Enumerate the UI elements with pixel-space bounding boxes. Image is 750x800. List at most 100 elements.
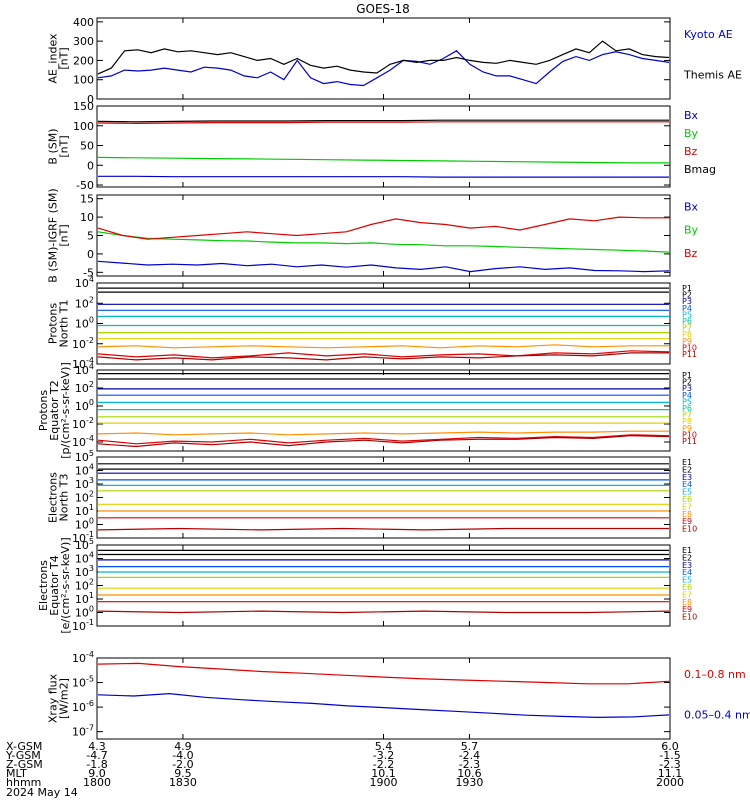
x-tick-value: 1800 bbox=[83, 776, 111, 789]
y-tick-label: 10-1 bbox=[72, 530, 94, 545]
series-line-p10 bbox=[97, 350, 670, 359]
x-tick-value: 1930 bbox=[455, 776, 483, 789]
y-tick-label: -50 bbox=[76, 179, 94, 192]
legend-label: E8 bbox=[682, 598, 692, 607]
series-line-by bbox=[97, 231, 670, 253]
y-axis-label: AE_index bbox=[47, 33, 60, 84]
legend-label: 0.05–0.4 nm bbox=[684, 709, 750, 722]
x-tick-value: 9.0 bbox=[88, 767, 106, 780]
x-tick-value: 2000 bbox=[656, 776, 684, 789]
legend-label: P9 bbox=[682, 424, 692, 433]
y-axis-label: [p/(cm²-s-sr-keV)] bbox=[59, 362, 72, 459]
x-tick-value: 10.6 bbox=[457, 767, 482, 780]
series-line-bz bbox=[97, 216, 669, 240]
panel-8: 10-7 10-6 10-5 10-4 Xray flux[W/m2] 0.1–0.8 n… bbox=[47, 650, 750, 740]
legend-label: Themis AE bbox=[683, 69, 742, 82]
y-tick-label: 10-4 bbox=[72, 434, 94, 449]
y-tick-label: 101 bbox=[75, 591, 94, 606]
legend-label: Bmag bbox=[684, 163, 716, 176]
x-row-label: Y-GSM bbox=[5, 749, 41, 762]
panel-frame bbox=[96, 544, 671, 627]
y-tick-label: 100 bbox=[73, 120, 94, 133]
x-tick-value: -3.2 bbox=[373, 749, 394, 762]
y-axis-label: [e/(cm²-s-sr-keV)] bbox=[59, 537, 72, 633]
legend-label: Bx bbox=[684, 109, 699, 122]
series-line-bz bbox=[97, 121, 669, 125]
y-tick-label: 200 bbox=[73, 54, 94, 67]
y-tick-label: 102 bbox=[75, 578, 94, 593]
y-tick-label: 100 bbox=[75, 316, 94, 331]
series-line-e10 bbox=[97, 527, 669, 531]
panel-frame bbox=[96, 282, 671, 365]
x-tick-value: -4.0 bbox=[172, 749, 193, 762]
series-line-kyoto-ae bbox=[97, 50, 670, 87]
x-tick-value: -1.5 bbox=[659, 749, 680, 762]
series-line-p9 bbox=[97, 344, 669, 349]
legend-label: E4 bbox=[682, 480, 692, 489]
x-tick-value: -2.3 bbox=[459, 758, 480, 771]
legend-label: E5 bbox=[682, 488, 692, 497]
series-line-by bbox=[97, 156, 669, 164]
y-tick-label: 105 bbox=[75, 537, 94, 552]
legend-label: P6 bbox=[682, 404, 692, 413]
x-tick-value: 6.0 bbox=[661, 740, 679, 753]
y-tick-label: 5 bbox=[87, 230, 94, 243]
legend-label: E10 bbox=[682, 613, 697, 622]
y-axis-label: [W/m2] bbox=[58, 678, 71, 719]
y-axis-label: Xray flux bbox=[47, 673, 60, 723]
y-tick-label: 103 bbox=[75, 476, 94, 491]
y-tick-label: 50 bbox=[80, 140, 94, 153]
x-tick-value: 5.4 bbox=[375, 740, 393, 753]
y-tick-label: 10-1 bbox=[72, 618, 94, 633]
legend-label: P1 bbox=[682, 371, 692, 380]
legend-label: E5 bbox=[682, 576, 692, 585]
legend-label: P3 bbox=[682, 297, 692, 306]
y-tick-label: 0 bbox=[87, 159, 94, 172]
legend-label: P7 bbox=[682, 411, 692, 420]
y-axis-label: Protons bbox=[37, 390, 50, 431]
x-tick-value: -2.3 bbox=[659, 758, 680, 771]
series-line-bmag bbox=[97, 119, 669, 123]
x-tick-value: 10.1 bbox=[371, 767, 396, 780]
legend-label: 0.1–0.8 nm bbox=[684, 668, 746, 681]
legend-label: P9 bbox=[682, 337, 692, 346]
legend-label: E9 bbox=[682, 517, 692, 526]
y-tick-label: 10-6 bbox=[72, 699, 94, 714]
x-row-label: Z-GSM bbox=[6, 758, 43, 771]
x-tick-value: 11.1 bbox=[658, 767, 683, 780]
legend-label: E2 bbox=[682, 553, 692, 562]
x-tick-value: -2.0 bbox=[172, 758, 193, 771]
legend-label: P8 bbox=[682, 330, 692, 339]
legend-label: By bbox=[684, 127, 699, 140]
y-tick-label: 103 bbox=[75, 564, 94, 579]
y-tick-label: 105 bbox=[75, 449, 94, 464]
legend-label: E2 bbox=[682, 465, 692, 474]
y-tick-label: 101 bbox=[75, 503, 94, 518]
legend-label: E6 bbox=[682, 583, 692, 592]
x-tick-value: -2.4 bbox=[459, 749, 480, 762]
legend-label: P1 bbox=[682, 284, 692, 293]
panel-frame bbox=[96, 105, 671, 188]
y-axis-label: B (SM)-IGRF (SM) bbox=[47, 188, 60, 282]
x-tick-value: 4.9 bbox=[174, 740, 192, 753]
plot-title: GOES-18 bbox=[356, 2, 410, 16]
y-axis-label: North T1 bbox=[58, 300, 71, 348]
y-tick-label: 0 bbox=[87, 248, 94, 261]
x-tick-value: 1830 bbox=[169, 776, 197, 789]
y-tick-label: 10 bbox=[80, 211, 94, 224]
y-tick-label: 10-7 bbox=[72, 724, 94, 739]
legend-label: By bbox=[684, 224, 699, 237]
y-tick-label: 102 bbox=[75, 490, 94, 505]
y-tick-label: 100 bbox=[73, 74, 94, 87]
y-axis-label: Electrons bbox=[37, 560, 50, 611]
x-tick-value: 5.7 bbox=[461, 740, 479, 753]
x-tick-value: 9.5 bbox=[174, 767, 192, 780]
y-axis-label: Equator T2 bbox=[48, 380, 61, 440]
panel-frame bbox=[96, 369, 671, 452]
